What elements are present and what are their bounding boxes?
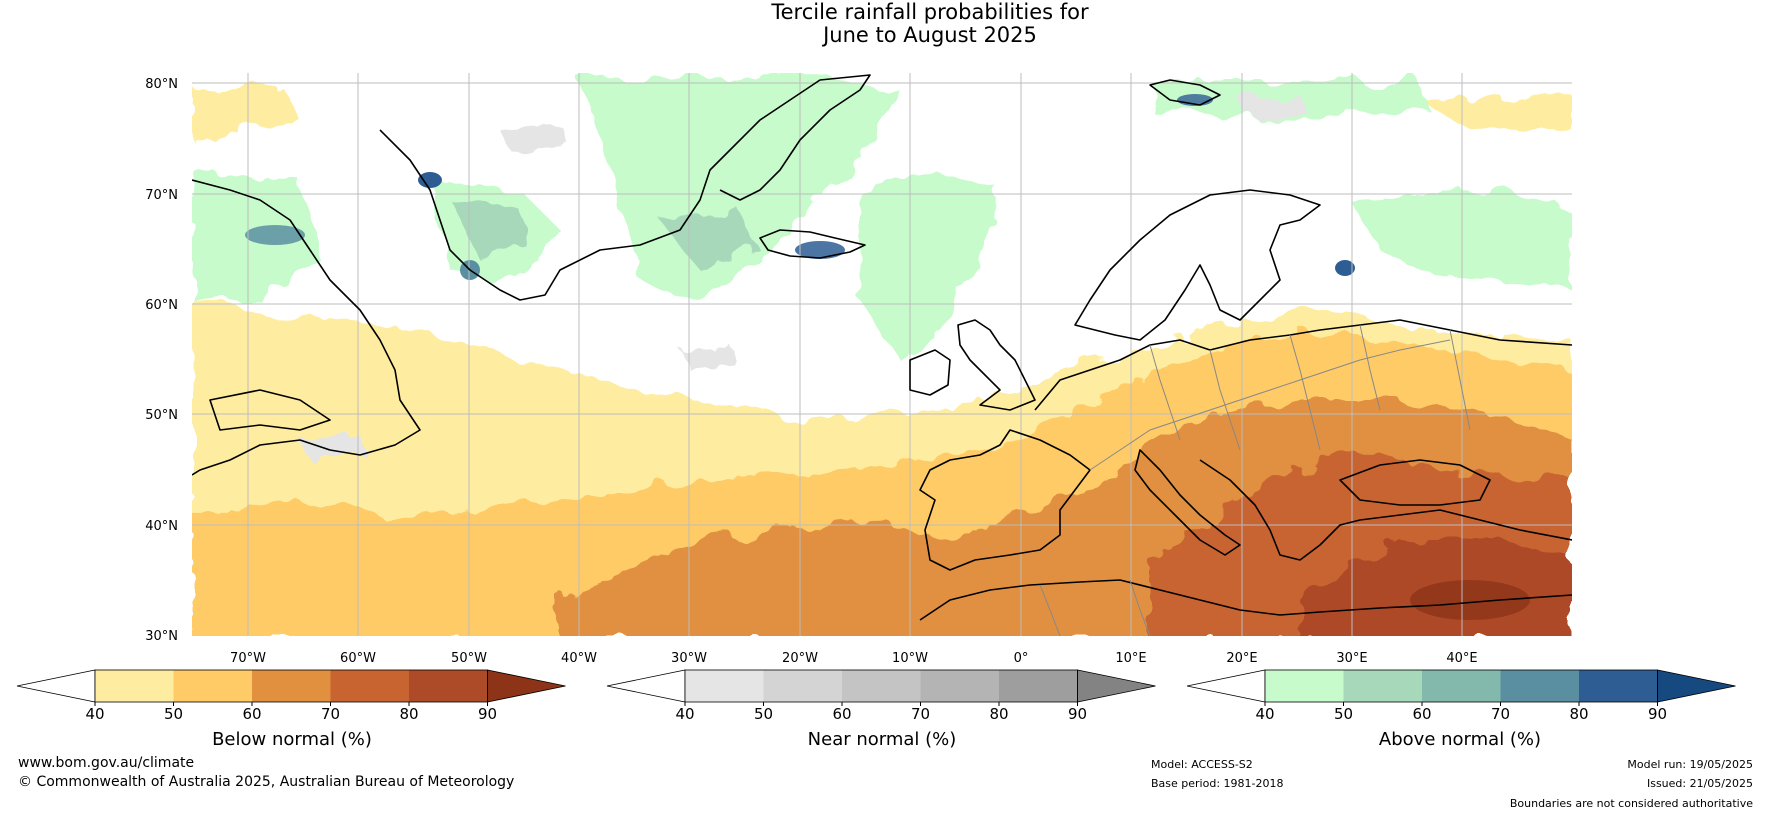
model-run-text: Model run: 19/05/2025 [1627, 758, 1753, 771]
coastlines [192, 74, 1572, 621]
colorbar-segment [95, 670, 174, 702]
colorbar-tick-label: 40 [1255, 705, 1274, 723]
latitude-labels: 80°N 70°N 60°N 50°N 40°N 30°N [145, 77, 178, 644]
colorbar-title-above-normal: Above normal (%) [1379, 729, 1541, 750]
colorbar-segment [409, 670, 488, 702]
map-panel [192, 73, 1572, 636]
colorbar-tick-label: 50 [1334, 705, 1353, 723]
lon-label-10w: 10°W [892, 651, 928, 666]
country-borders [1039, 324, 1471, 636]
canada-coast [192, 179, 421, 476]
scandinavia-coast [1074, 189, 1321, 341]
colorbar-segment [920, 670, 999, 702]
map-title-line2: June to August 2025 [823, 23, 1037, 47]
colorbar-title-below-normal: Below normal (%) [212, 729, 372, 750]
website-text: www.bom.gov.au/climate [18, 755, 195, 771]
lon-label-60w: 60°W [340, 651, 376, 666]
base-period-text: Base period: 1981-2018 [1151, 777, 1284, 790]
ireland-coast [909, 349, 951, 396]
colorbar-tick-label: 40 [675, 705, 694, 723]
black-sea-coast [1339, 459, 1491, 506]
italy-coast [1134, 449, 1241, 556]
colorbar-tick-label: 70 [911, 705, 930, 723]
colorbar-tick-label: 40 [85, 705, 104, 723]
colorbar-tick-label: 90 [1068, 705, 1087, 723]
lat-label-60n: 60°N [145, 298, 178, 313]
colorbar-tick-label: 80 [1569, 705, 1588, 723]
iberia-coast [919, 429, 1091, 571]
colorbar-extend-high [1077, 669, 1156, 703]
model-text: Model: ACCESS-S2 [1151, 758, 1253, 771]
lon-label-30w: 30°W [671, 651, 707, 666]
colorbar-below-normal: 40 50 60 70 80 90 [16, 669, 566, 723]
colorbar-segment [1579, 670, 1658, 702]
colorbar-segment [1343, 670, 1422, 702]
europe-coast [1034, 319, 1572, 411]
colorbar-tick-label: 90 [478, 705, 497, 723]
lat-label-80n: 80°N [145, 77, 178, 92]
disclaimer-text: Boundaries are not considered authoritat… [1509, 797, 1753, 810]
lat-label-30n: 30°N [145, 629, 178, 644]
colorbar-segment [763, 670, 842, 702]
africa-coast [919, 579, 1572, 621]
colorbar-near-normal: 40 50 60 70 80 90 [606, 669, 1156, 723]
colorbar-extend-low [606, 669, 686, 703]
lon-label-50w: 50°W [451, 651, 487, 666]
colorbar-tick-label: 80 [989, 705, 1008, 723]
copyright-text: © Commonwealth of Australia 2025, Austra… [18, 774, 515, 790]
colorbar-segment [685, 670, 764, 702]
colorbar-segment [999, 670, 1078, 702]
colorbar-tick-label: 60 [1412, 705, 1431, 723]
colorbar-extend-high [487, 669, 566, 703]
colorbar-segment [1265, 670, 1344, 702]
colorbar-segment [252, 670, 331, 702]
colorbar-extend-low [16, 669, 96, 703]
lon-label-30e: 30°E [1336, 651, 1367, 666]
colorbar-outline [94, 669, 488, 703]
colorbar-tick-label: 70 [321, 705, 340, 723]
colorbar-tick-label: 80 [399, 705, 418, 723]
colorbar-tick-label: 60 [242, 705, 261, 723]
colorbar-segment [173, 670, 252, 702]
lon-label-10e: 10°E [1115, 651, 1146, 666]
lat-label-70n: 70°N [145, 188, 178, 203]
colorbar-tick-label: 70 [1491, 705, 1510, 723]
map-title-line1: Tercile rainfall probabilities for [771, 0, 1089, 24]
probability-shading [192, 75, 1572, 636]
graticule [192, 73, 1572, 636]
lon-label-0: 0° [1014, 651, 1029, 666]
issued-text: Issued: 21/05/2025 [1646, 777, 1753, 790]
lat-label-50n: 50°N [145, 408, 178, 423]
britain-coast [957, 319, 1036, 411]
colorbar-segment [1422, 670, 1501, 702]
colorbar-tick-label: 50 [164, 705, 183, 723]
colorbar-above-normal: 40 50 60 70 80 90 [1186, 669, 1736, 723]
balkans-coast [1199, 459, 1572, 561]
colorbar-segment [330, 670, 409, 702]
colorbar-tick-label: 90 [1648, 705, 1667, 723]
lon-label-40w: 40°W [561, 651, 597, 666]
lon-label-20w: 20°W [782, 651, 818, 666]
colorbar-segment [1500, 670, 1579, 702]
lon-label-20e: 20°E [1226, 651, 1257, 666]
colorbar-segment [842, 670, 921, 702]
longitude-labels: 70°W 60°W 50°W 40°W 30°W 20°W 10°W 0° 10… [230, 651, 1478, 666]
lon-label-70w: 70°W [230, 651, 266, 666]
colorbar-extend-high [1657, 669, 1736, 703]
iceland-coast [759, 229, 866, 259]
lat-label-40n: 40°N [145, 519, 178, 534]
lon-label-40e: 40°E [1446, 651, 1477, 666]
colorbar-outline [684, 669, 1078, 703]
greenland-coast [379, 74, 871, 301]
colorbar-extend-low [1186, 669, 1266, 703]
colorbar-title-near-normal: Near normal (%) [808, 729, 957, 750]
colorbar-tick-label: 50 [754, 705, 773, 723]
colorbar-outline [1264, 669, 1658, 703]
colorbar-tick-label: 60 [832, 705, 851, 723]
